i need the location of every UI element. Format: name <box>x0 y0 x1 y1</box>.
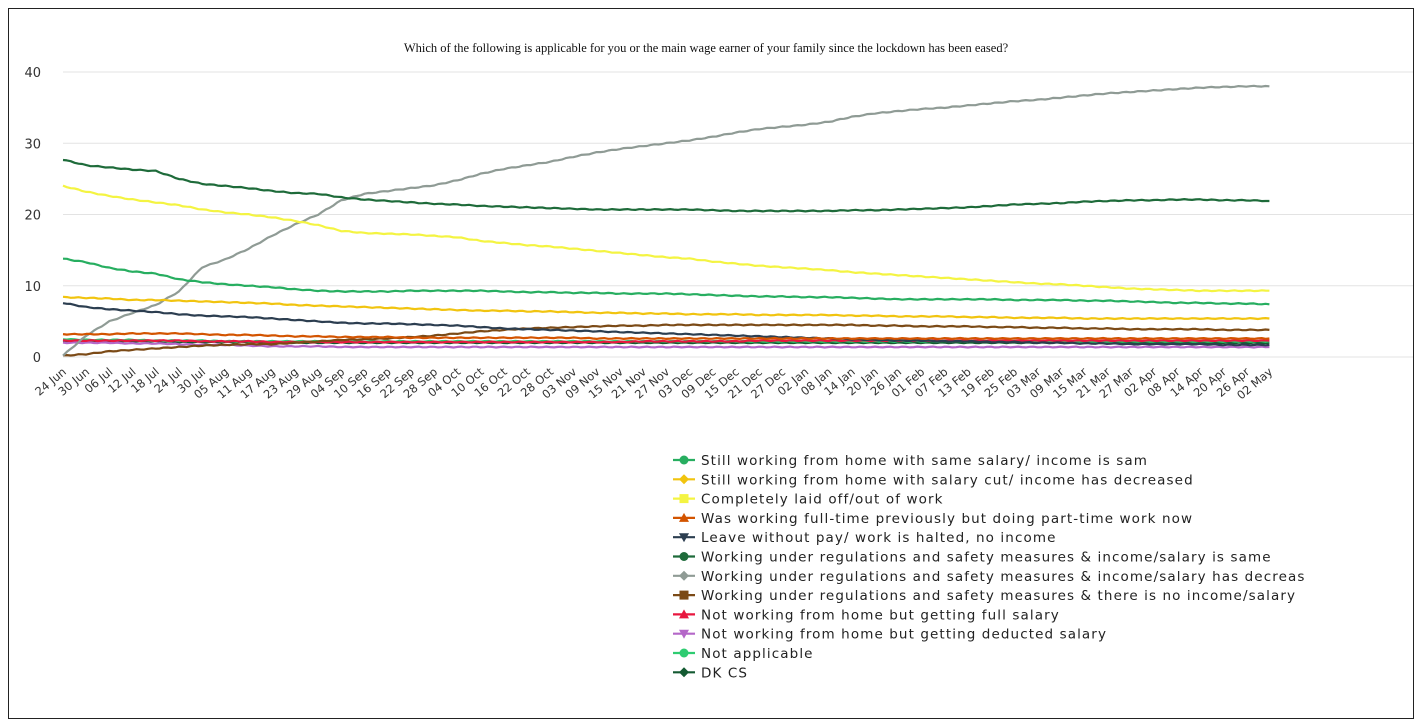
legend-item[interactable]: Not applicable <box>673 646 814 662</box>
series-line-6 <box>62 158 1270 213</box>
triangle-down-marker-icon <box>679 629 689 639</box>
legend-label: Was working full-time previously but doi… <box>701 511 1193 527</box>
legend-label: Not working from home but getting full s… <box>701 607 1060 623</box>
legend-item[interactable]: Was working full-time previously but doi… <box>673 511 1193 527</box>
circle-marker-icon <box>679 648 689 658</box>
series-line-1 <box>62 257 1270 306</box>
legend-label: Leave without pay/ work is halted, no in… <box>701 530 1056 546</box>
series-line-2 <box>62 295 1270 321</box>
legend: Still working from home with same salary… <box>673 453 1306 681</box>
legend-item[interactable]: Leave without pay/ work is halted, no in… <box>673 530 1056 546</box>
legend-item[interactable]: Not working from home but getting deduct… <box>673 627 1107 643</box>
series-line-9 <box>62 339 1270 344</box>
legend-label: Working under regulations and safety mea… <box>701 569 1306 585</box>
diamond-marker-icon <box>679 570 689 581</box>
legend-label: Not working from home but getting deduct… <box>701 627 1107 643</box>
circle-marker-icon <box>679 455 689 465</box>
line-chart: Which of the following is applicable for… <box>24 41 1413 681</box>
legend-item[interactable]: Working under regulations and safety mea… <box>673 550 1272 566</box>
circle-marker-icon <box>679 552 689 561</box>
legend-label: Completely laid off/out of work <box>701 492 944 508</box>
series-lines <box>62 84 1270 357</box>
diamond-marker-icon <box>679 667 689 678</box>
series-line-3 <box>62 184 1270 293</box>
series-line-4 <box>62 332 1270 340</box>
y-axis-ticks: 0 10 20 30 40 <box>24 66 41 366</box>
chart-title: Which of the following is applicable for… <box>404 41 1009 55</box>
series-line-7 <box>62 84 1270 357</box>
legend-label: Working under regulations and safety mea… <box>701 550 1272 566</box>
square-marker-icon <box>679 494 689 504</box>
legend-label: Not applicable <box>701 646 814 662</box>
legend-item[interactable]: Completely laid off/out of work <box>673 492 944 508</box>
legend-label: Working under regulations and safety mea… <box>701 588 1296 604</box>
legend-item[interactable]: DK CS <box>673 665 748 681</box>
diamond-marker-icon <box>679 474 689 485</box>
series-line-5 <box>62 302 1270 347</box>
legend-item[interactable]: Not working from home but getting full s… <box>673 607 1060 623</box>
y-tick-label: 30 <box>24 137 41 152</box>
series-line-8 <box>62 323 1270 357</box>
y-tick-label: 20 <box>24 209 41 224</box>
legend-item[interactable]: Still working from home with salary cut/… <box>673 472 1194 488</box>
y-tick-label: 0 <box>33 351 41 366</box>
legend-label: DK CS <box>701 665 748 681</box>
series-line-10 <box>62 341 1270 349</box>
grid-lines <box>63 71 1413 358</box>
chart-frame: Which of the following is applicable for… <box>8 8 1414 719</box>
triangle-marker-icon <box>679 512 689 522</box>
y-tick-label: 40 <box>24 66 41 81</box>
y-tick-label: 10 <box>24 280 41 295</box>
legend-label: Still working from home with salary cut/… <box>701 472 1194 488</box>
triangle-down-marker-icon <box>679 533 689 543</box>
legend-item[interactable]: Working under regulations and safety mea… <box>673 588 1296 604</box>
legend-label: Still working from home with same salary… <box>701 453 1148 469</box>
triangle-marker-icon <box>679 609 689 619</box>
legend-item[interactable]: Working under regulations and safety mea… <box>673 569 1306 585</box>
legend-item[interactable]: Still working from home with same salary… <box>673 453 1148 469</box>
square-marker-icon <box>679 590 689 600</box>
